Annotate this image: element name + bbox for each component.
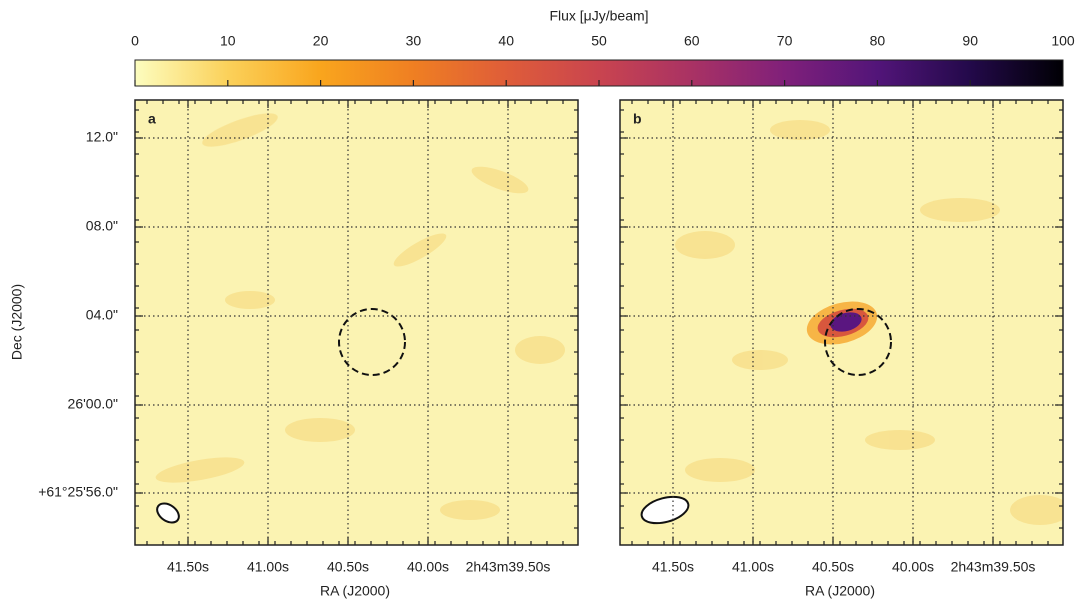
panel-image — [620, 100, 1070, 545]
colorbar-tick-label: 20 — [313, 33, 329, 49]
colorbar-tick-label: 70 — [777, 33, 793, 49]
x-tick-label: 40.50s — [812, 559, 854, 575]
x-tick-label: 40.50s — [327, 559, 369, 575]
panel-image — [135, 100, 578, 545]
panel-label: a — [148, 111, 156, 127]
x-tick-label: 2h43m39.50s — [466, 559, 551, 575]
y-tick-label: 26'00.0" — [68, 396, 118, 412]
colorbar-label: Flux [μJy/beam] — [549, 8, 648, 24]
x-tick-label: 2h43m39.50s — [951, 559, 1036, 575]
colorbar-tick-label: 60 — [684, 33, 700, 49]
x-tick-label: 41.00s — [247, 559, 289, 575]
y-tick-label: +61°25'56.0" — [38, 484, 118, 500]
x-tick-label: 40.00s — [407, 559, 449, 575]
colorbar-tick-label: 30 — [406, 33, 422, 49]
y-tick-label: 04.0" — [86, 307, 118, 323]
x-tick-label: 41.00s — [732, 559, 774, 575]
colorbar-tick-label: 80 — [870, 33, 886, 49]
x-tick-label: 41.50s — [652, 559, 694, 575]
colorbar-tick-label: 0 — [131, 33, 139, 49]
colorbar-tick-label: 50 — [591, 33, 607, 49]
figure: Flux [μJy/beam] Dec (J2000) 0 10 20 30 40 50 6… — [0, 0, 1082, 605]
colorbar-tick-label: 10 — [220, 33, 236, 49]
x-tick-label: 40.00s — [892, 559, 934, 575]
panel-label: b — [633, 111, 642, 127]
colorbar-tick-label: 90 — [962, 33, 978, 49]
y-tick-label: 08.0" — [86, 218, 118, 234]
x-tick-label: 41.50s — [167, 559, 209, 575]
colorbar-tick-label: 100 — [1051, 33, 1075, 49]
y-tick-label: 12.0" — [86, 129, 118, 145]
y-axis-title: Dec (J2000) — [9, 284, 25, 360]
colorbar-tick-label: 40 — [498, 33, 514, 49]
x-axis-title: RA (J2000) — [805, 583, 875, 599]
x-axis-title: RA (J2000) — [320, 583, 390, 599]
